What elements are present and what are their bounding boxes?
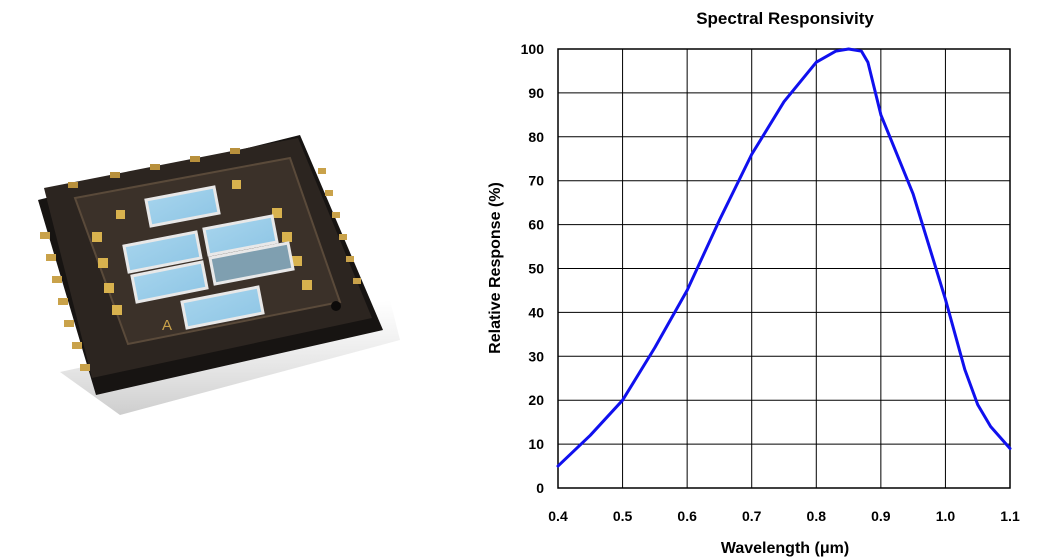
photodiode-array — [122, 185, 295, 330]
y-tick-label: 90 — [528, 85, 544, 101]
x-tick-label: 1.0 — [936, 508, 956, 524]
responsivity-curve — [556, 47, 1012, 468]
x-tick-label: 0.7 — [742, 508, 762, 524]
top-leads — [68, 148, 240, 188]
y-tick-label: 100 — [521, 41, 545, 57]
y-tick-label: 80 — [528, 129, 544, 145]
right-leads — [318, 168, 361, 284]
x-tick-label: 0.9 — [871, 508, 891, 524]
y-tick-label: 0 — [536, 480, 544, 496]
pin1-marker — [331, 301, 341, 311]
y-tick-labels: 0 10 20 30 40 50 60 70 80 90 100 — [521, 41, 545, 496]
y-tick-label: 10 — [528, 436, 544, 452]
x-tick-label: 0.5 — [613, 508, 633, 524]
left-leads — [40, 232, 90, 371]
chart-title: Spectral Responsivity — [696, 9, 874, 28]
x-tick-label: 1.1 — [1000, 508, 1020, 524]
sensor-chip-photo: A — [38, 135, 400, 415]
x-tick-labels: 0.4 0.5 0.6 0.7 0.8 0.9 1.0 1.1 — [548, 508, 1020, 524]
x-tick-label: 0.6 — [677, 508, 697, 524]
pad-label: A — [162, 317, 172, 334]
x-tick-label: 0.8 — [807, 508, 827, 524]
y-tick-label: 70 — [528, 173, 544, 189]
y-tick-label: 40 — [528, 304, 544, 320]
y-axis-label: Relative Response (%) — [487, 182, 504, 354]
y-tick-label: 20 — [528, 392, 544, 408]
x-tick-label: 0.4 — [548, 508, 568, 524]
y-tick-label: 50 — [528, 261, 544, 277]
x-axis-label: Wavelength (μm) — [721, 540, 849, 557]
y-tick-label: 30 — [528, 348, 544, 364]
chart-grid — [557, 48, 1011, 489]
plot-frame — [557, 48, 1011, 489]
y-tick-label: 60 — [528, 217, 544, 233]
